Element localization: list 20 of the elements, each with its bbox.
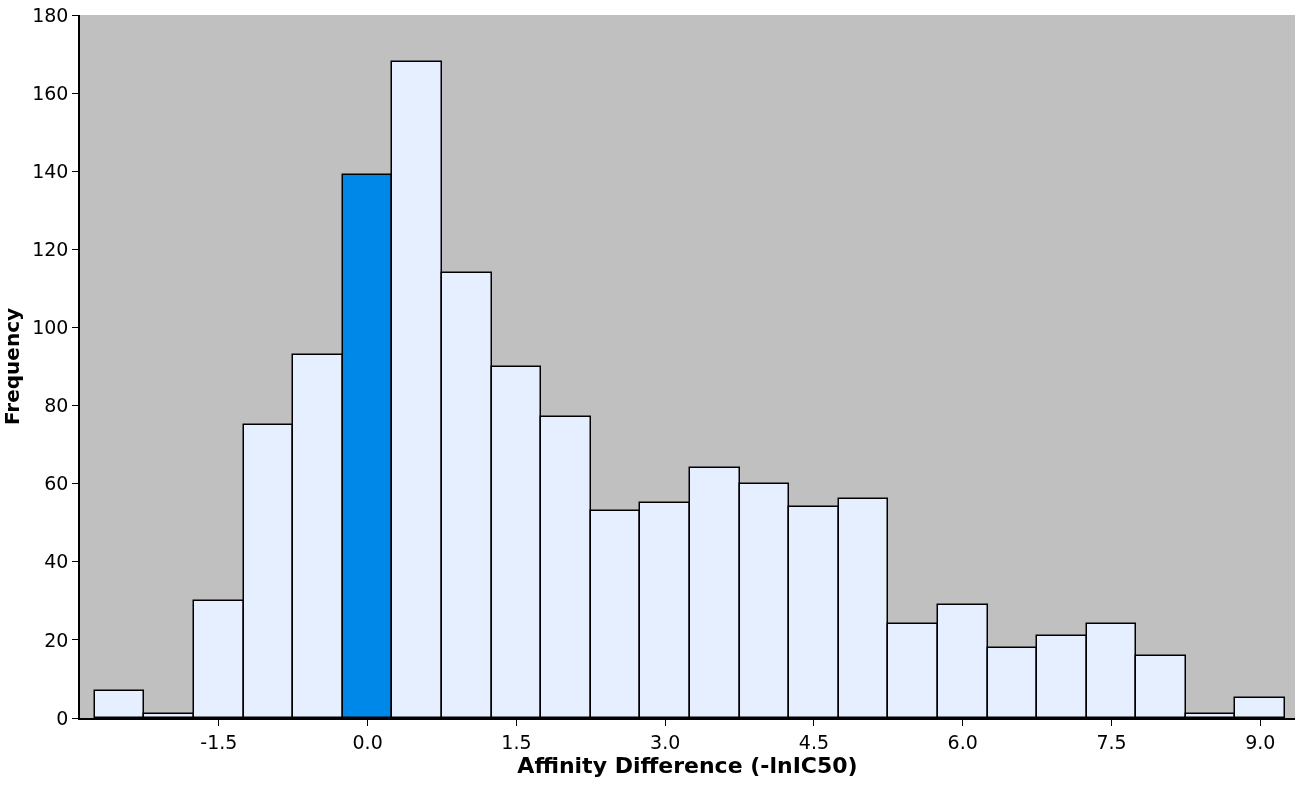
y-tick-label: 100 — [32, 316, 69, 339]
y-tick-label: 180 — [32, 3, 69, 26]
x-tick-label: 4.5 — [798, 730, 830, 753]
x-tick-label: 6.0 — [947, 730, 978, 753]
y-tick-label: 80 — [44, 394, 69, 417]
x-tick-label: 7.5 — [1096, 730, 1127, 753]
x-tick-label: 1.5 — [501, 730, 532, 753]
x-tick-label: 0.0 — [352, 730, 383, 753]
y-tick-label: 120 — [32, 237, 69, 260]
x-tick-label: -1.5 — [200, 730, 238, 753]
y-tick-label: 0 — [56, 706, 69, 729]
x-tick-label: 3.0 — [650, 730, 681, 753]
y-tick-label: 40 — [44, 550, 69, 573]
y-tick-label: 160 — [32, 81, 69, 104]
y-axis-title: Frequency — [0, 307, 24, 426]
x-axis-title: Affinity Difference (-lnIC50) — [517, 752, 858, 778]
y-tick-label: 20 — [44, 628, 69, 651]
y-tick-label: 60 — [44, 472, 69, 495]
y-tick-label: 140 — [32, 159, 69, 182]
x-tick-label: 9.0 — [1245, 730, 1276, 753]
